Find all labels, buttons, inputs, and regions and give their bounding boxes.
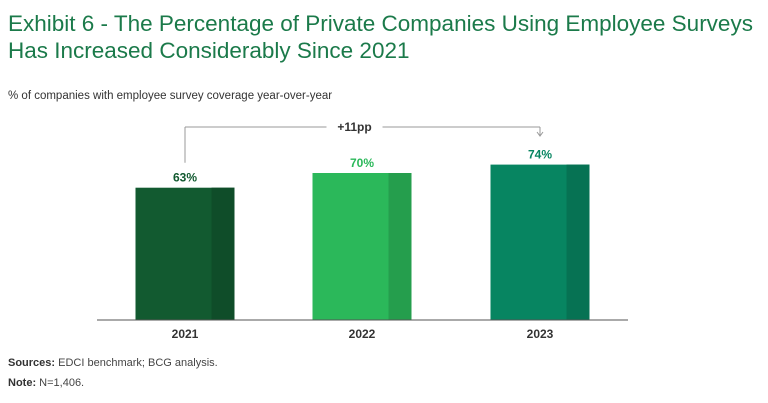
x-tick-label-2022: 2022 [349, 327, 376, 341]
chart-title: Exhibit 6 - The Percentage of Private Co… [8, 10, 760, 64]
annotation-label: +11pp [337, 120, 371, 134]
bar-shade-2021 [211, 187, 235, 320]
sources-note: Sources: EDCI benchmark; BCG analysis. [8, 357, 218, 369]
chart-title-line-1: Exhibit 6 - The Percentage of Private Co… [8, 11, 753, 36]
sample-size-note: Note: N=1,406. [8, 377, 84, 389]
note-label: Note: [8, 377, 37, 389]
data-label-2021: 63% [173, 171, 197, 185]
sources-label: Sources: [8, 357, 56, 369]
sources-text: EDCI benchmark; BCG analysis. [55, 357, 218, 369]
chart-subtitle: % of companies with employee survey cove… [8, 90, 333, 102]
data-label-2023: 74% [528, 148, 552, 162]
data-label-2022: 70% [350, 156, 374, 170]
bar-shade-2022 [388, 173, 412, 320]
bar-shade-2023 [566, 164, 590, 320]
note-text: N=1,406. [36, 377, 85, 389]
x-tick-label-2023: 2023 [527, 327, 554, 341]
annotation-arrowhead [536, 131, 544, 137]
chart-title-line-2: Has Increased Considerably Since 2021 [8, 38, 410, 63]
x-tick-label-2021: 2021 [172, 327, 199, 341]
